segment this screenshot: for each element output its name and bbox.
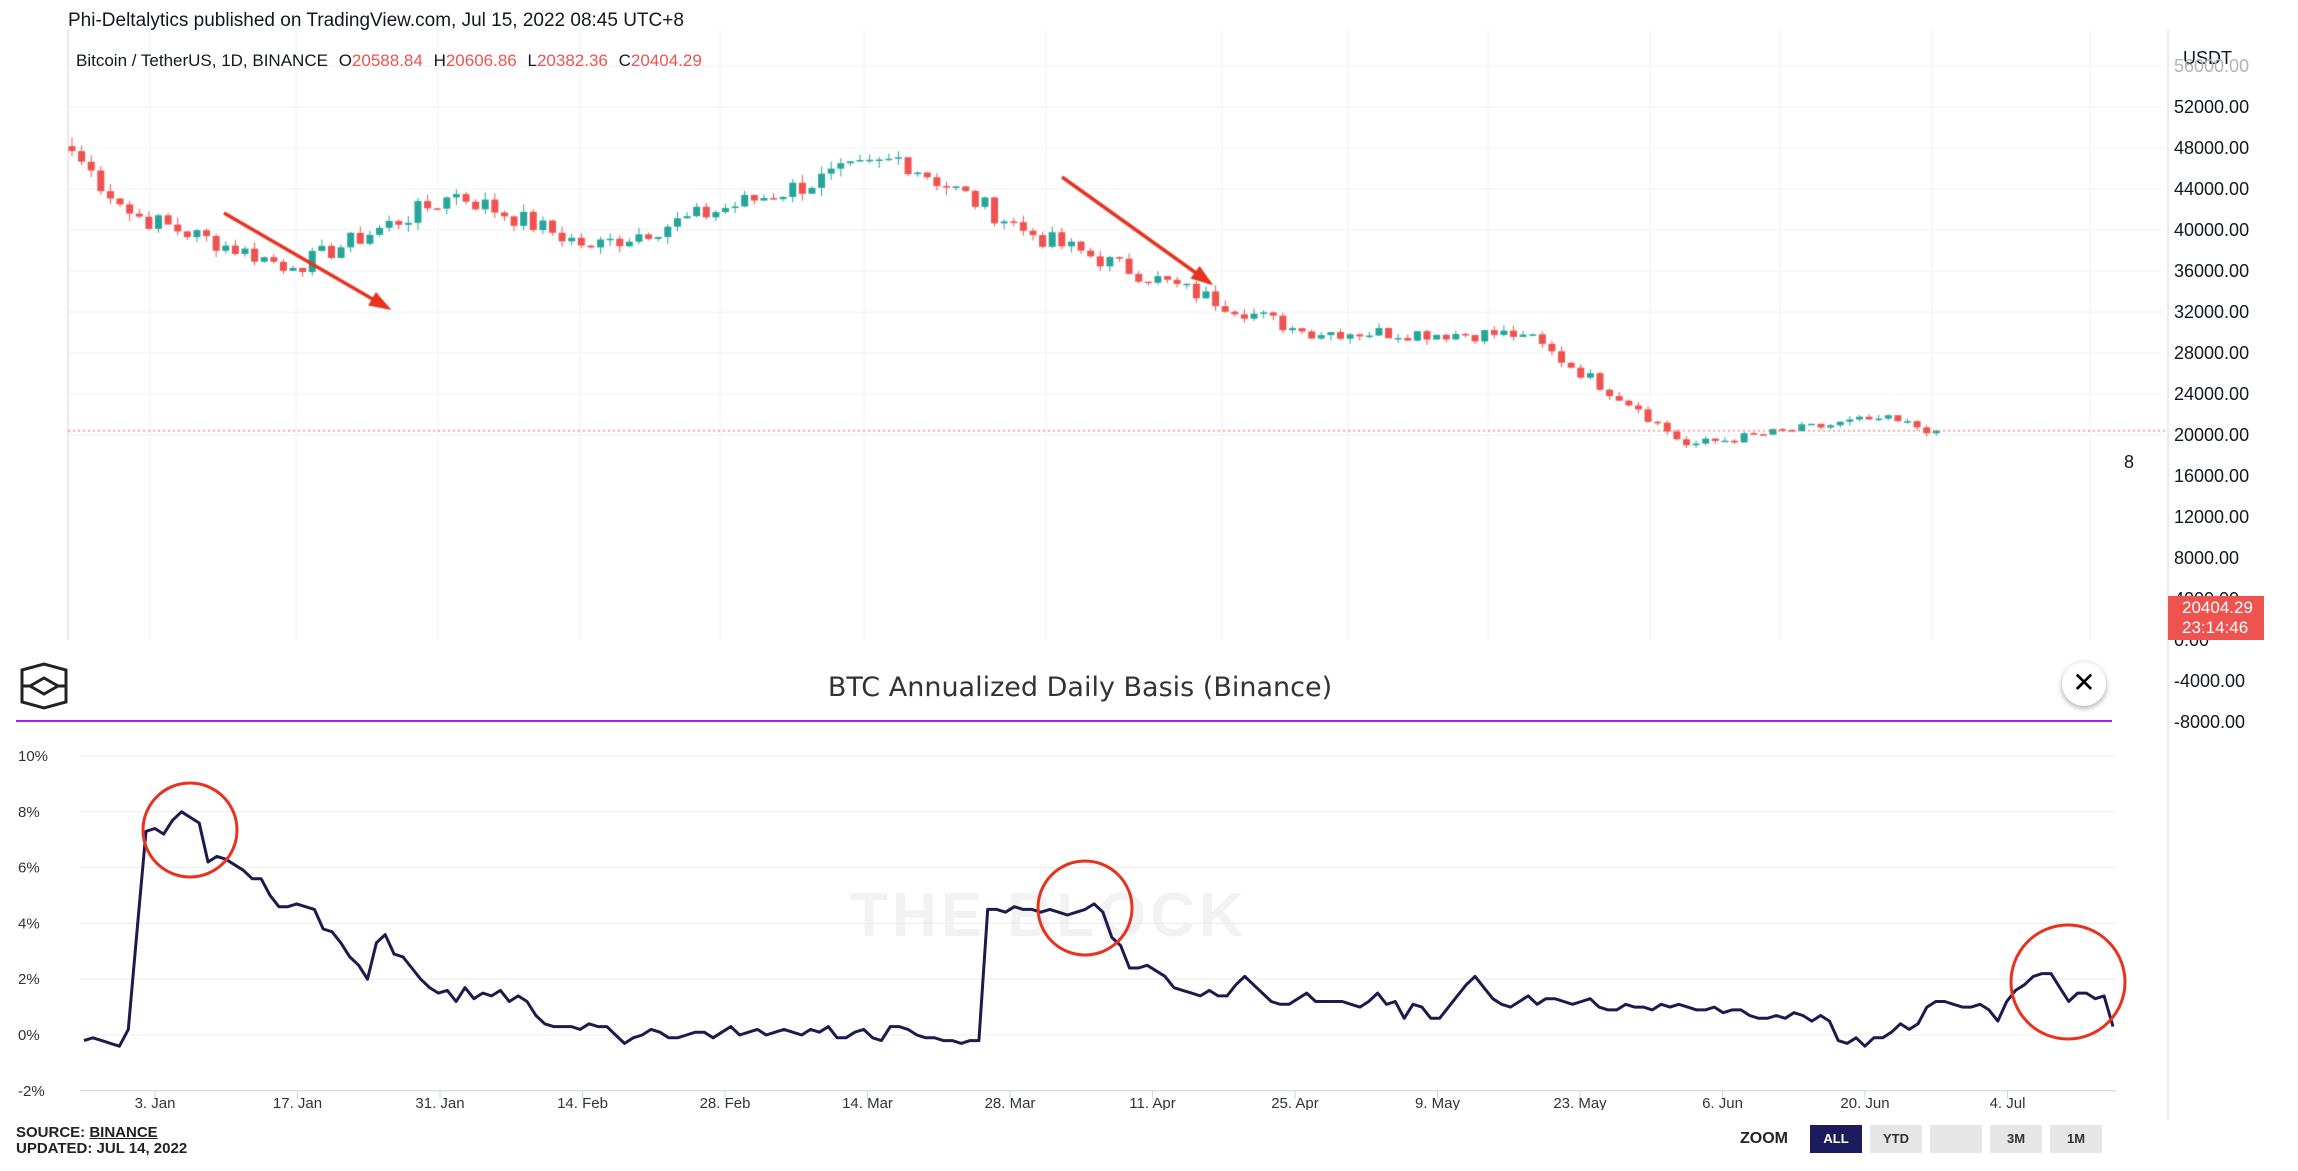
basis-chart-overlay: BTC Annualized Daily Basis (Binance) ✕ T…: [0, 640, 2160, 1171]
zoom-3m-button[interactable]: 3M: [1990, 1125, 2042, 1153]
axis-cut-label: 8: [2124, 452, 2135, 472]
annotation-circle: [2009, 923, 2127, 1041]
price-tick-label: 44000.00: [2174, 179, 2250, 199]
zoom-1m-button[interactable]: 1M: [2050, 1125, 2102, 1153]
basis-x-tick-label: 28. Feb: [700, 1095, 751, 1110]
basis-x-tick-label: 14. Mar: [842, 1095, 893, 1110]
basis-y-tick-label: 0%: [18, 1027, 40, 1044]
price-tick-label: 16000.00: [2174, 466, 2250, 486]
price-tick-label: -8000.00: [2174, 712, 2246, 732]
basis-y-tick-label: 4%: [18, 915, 40, 932]
title-divider: [16, 720, 2112, 722]
basis-x-tick-label: 9. May: [1415, 1095, 1461, 1110]
price-tick-label: -4000.00: [2174, 671, 2246, 691]
symbol-info: Bitcoin / TetherUS, 1D, BINANCE O20588.8…: [76, 51, 702, 71]
price-tick-label: 20000.00: [2174, 425, 2250, 445]
source-note: SOURCE: BINANCE UPDATED: JUL 14, 2022: [16, 1125, 187, 1157]
basis-x-tick-label: 20. Jun: [1840, 1095, 1889, 1110]
zoom-blank-button[interactable]: [1930, 1125, 1982, 1153]
basis-y-tick-label: 6%: [18, 860, 40, 877]
price-tick-label: 40000.00: [2174, 220, 2250, 240]
source-link[interactable]: BINANCE: [89, 1124, 158, 1141]
close-label: C: [618, 51, 631, 70]
open-label: O: [338, 51, 352, 70]
basis-line-chart[interactable]: 10% 8% 6% 4% 2% 0% -2% 3. Jan 17. Jan 31. Jan 14. …: [0, 640, 2160, 1110]
basis-series-line[interactable]: [83, 810, 2115, 1048]
close-value: 20404.29: [630, 51, 702, 70]
bar-countdown: 23:14:46: [2182, 618, 2249, 637]
basis-x-tick-label: 25. Apr: [1271, 1095, 1319, 1110]
basis-x-tick-label: 14. Feb: [557, 1095, 608, 1110]
annotation-circle: [141, 781, 239, 879]
price-tick-label: 8000.00: [2174, 548, 2240, 568]
basis-y-tick-label: -2%: [18, 1083, 45, 1100]
basis-x-tick-label: 11. Apr: [1129, 1095, 1175, 1110]
watermark: THE BLOCK: [850, 881, 1248, 950]
zoom-label: ZOOM: [1740, 1130, 1788, 1147]
basis-x-tick-label: 6. Jun: [1702, 1095, 1743, 1110]
open-value: 20588.84: [351, 51, 423, 70]
price-tick-label: 48000.00: [2174, 138, 2250, 158]
high-value: 20606.86: [445, 51, 517, 70]
zoom-all-button[interactable]: ALL: [1810, 1125, 1862, 1153]
zoom-ytd-button[interactable]: YTD: [1870, 1125, 1922, 1153]
the-block-logo-icon: [20, 662, 68, 710]
price-tick-label: 56000.00: [2174, 56, 2250, 76]
price-tick-label: 28000.00: [2174, 343, 2250, 363]
annotation-circle: [1036, 859, 1134, 957]
close-icon[interactable]: ✕: [2062, 662, 2106, 706]
price-tick-label: 32000.00: [2174, 302, 2250, 322]
price-tick-label: 12000.00: [2174, 507, 2250, 527]
price-tick-label: 52000.00: [2174, 97, 2250, 117]
basis-x-tick-label: 4. Jul: [1990, 1095, 2026, 1110]
low-value: 20382.36: [536, 51, 608, 70]
updated-note: UPDATED: JUL 14, 2022: [16, 1140, 188, 1157]
basis-y-tick-label: 8%: [18, 804, 40, 821]
source-label: SOURCE:: [16, 1124, 90, 1141]
basis-y-tick-label: 10%: [18, 748, 48, 765]
low-label: L: [527, 51, 537, 70]
last-price-value: 20404.29: [2182, 598, 2253, 617]
high-label: H: [433, 51, 446, 70]
price-tick-label: 24000.00: [2174, 384, 2250, 404]
basis-x-tick-label: 28. Mar: [985, 1095, 1036, 1110]
basis-x-tick-label: 23. May: [1553, 1095, 1607, 1110]
basis-x-tick-label: 17. Jan: [273, 1095, 322, 1110]
publish-info: Phi-Deltalytics published on TradingView…: [68, 10, 684, 31]
basis-y-tick-label: 2%: [18, 971, 40, 988]
symbol-name: Bitcoin / TetherUS, 1D, BINANCE: [76, 51, 328, 70]
currency-label: USDT: [2183, 48, 2232, 68]
price-tick-label: 36000.00: [2174, 261, 2250, 281]
basis-chart-title: BTC Annualized Daily Basis (Binance): [827, 672, 1333, 703]
basis-x-tick-label: 3. Jan: [135, 1095, 176, 1110]
basis-x-tick-label: 31. Jan: [415, 1095, 464, 1110]
last-price-tag: 20404.29 23:14:46: [2168, 596, 2264, 640]
